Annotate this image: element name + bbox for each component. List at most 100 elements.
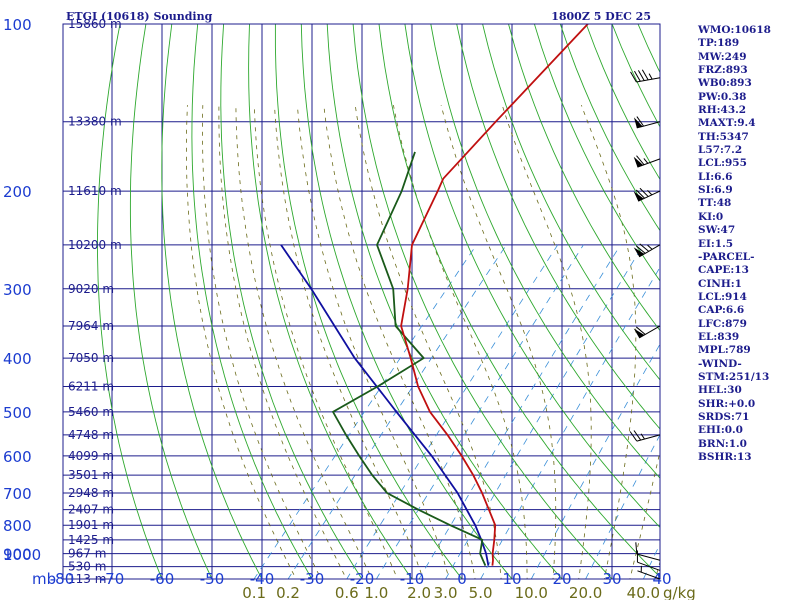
mixing-ratio-tick-label: 0.6 [335, 584, 359, 600]
dry-adiabat-line [248, 24, 413, 579]
dry-adiabat-line [533, 24, 660, 282]
wind-barb-half [648, 73, 653, 80]
wind-barb-half [643, 158, 649, 164]
stability-index-item: RH:43.2 [698, 104, 747, 117]
height-label: 2948 m [68, 486, 114, 500]
wind-barb-pennant [633, 328, 645, 338]
stability-index-item: TP:189 [698, 37, 740, 50]
mixing-ratio-line [480, 266, 660, 579]
sounding-datetime: 1800Z 5 DEC 25 [551, 10, 651, 23]
wind-barb-full [639, 243, 650, 252]
pressure-tick-label: 800 [3, 517, 32, 535]
stability-index-item: SRDS:71 [698, 410, 750, 423]
temperature-tick-label: -20 [350, 570, 375, 588]
temperature-tick-label: -10 [400, 570, 425, 588]
pressure-tick-label: 1000 [3, 546, 41, 564]
height-label: 4748 m [68, 428, 114, 442]
dry-adiabats [97, 24, 660, 579]
stability-index-item: LI:6.6 [698, 170, 733, 183]
wind-barb [636, 550, 661, 571]
mixing-ratio-tick-label: 10.0 [515, 584, 548, 600]
stability-index-item: BRN:1.0 [698, 437, 747, 450]
stability-index-item: BSHR:13 [698, 451, 752, 463]
wind-barb-staff [637, 561, 661, 571]
mixing-ratio-line [530, 343, 660, 579]
height-label: 13380 m [68, 115, 122, 129]
dewpoint-profile-line [331, 151, 487, 566]
height-label: 7050 m [68, 351, 114, 365]
temperature-tick-label: -80 [50, 570, 75, 588]
temperature-profile-line [400, 24, 589, 566]
dry-adiabat-line [129, 24, 213, 579]
wind-barb-pennant [633, 156, 644, 168]
wind-barb-staff [638, 190, 661, 202]
stability-index-item: KI:0 [698, 210, 724, 223]
stability-index-item: TT:48 [698, 197, 732, 210]
height-label: 530 m [68, 560, 106, 574]
height-label: 6211 m [68, 380, 114, 394]
dry-adiabat-line [191, 24, 313, 579]
wind-barb-half [647, 189, 653, 196]
pressure-tick-label: 600 [3, 448, 32, 466]
height-label: 967 m [68, 547, 106, 561]
stability-index-item: MAXT:9.4 [698, 117, 756, 130]
stability-index-panel: WMO:10618 TP:189 MW:249 FRZ:893 WB0:893 PW:0.… [698, 24, 798, 464]
stability-index-item: EI:1.5 [698, 237, 734, 250]
dry-adiabat-line [508, 24, 660, 332]
stability-index-item: HEL:30 [698, 384, 742, 397]
mixing-ratio-tick-label: 20.0 [569, 584, 602, 600]
moist-adiabat-line [393, 105, 528, 579]
moist-adiabat-line [354, 105, 502, 579]
stability-index-item: CAPE:13 [698, 264, 749, 277]
stability-index-item: EL:839 [698, 330, 740, 343]
stability-index-item: EHI:0.0 [698, 424, 743, 437]
temperature-tick-label: 0 [457, 570, 467, 588]
isobar-gridlines [63, 121, 660, 568]
height-label: 5460 m [68, 405, 114, 419]
wind-barb-full [637, 70, 645, 81]
stability-index-item: LCL:955 [698, 157, 747, 170]
height-label: 10200 m [68, 238, 122, 252]
pressure-units-label: mb [32, 570, 56, 588]
moist-adiabat-line [296, 105, 450, 579]
moist-adiabat-line [581, 104, 637, 579]
wind-barb [630, 69, 661, 83]
wind-barb [633, 325, 661, 339]
dry-adiabat-line [274, 24, 463, 579]
mixing-ratio-line [375, 244, 584, 579]
wind-barb-full [630, 71, 637, 83]
wind-barb-half [640, 433, 645, 440]
wind-barb [633, 116, 661, 129]
stability-index-item: SW:47 [698, 224, 736, 237]
temperature-tick-label: 40 [652, 570, 671, 588]
parcel-trace-line [280, 244, 490, 566]
stability-index-item: MPL:789 [698, 344, 751, 357]
mixing-ratio-tick-label: 0.2 [276, 584, 300, 600]
sounding-title: ETGI (10618) Sounding [66, 10, 213, 23]
dry-adiabat-line [300, 24, 513, 579]
wind-barb-staff [637, 158, 661, 168]
temperature-tick-label: 30 [602, 570, 621, 588]
wind-barb-full [634, 70, 641, 82]
height-label: 3501 m [68, 468, 114, 482]
moist-adiabat-line [323, 105, 476, 579]
height-labels: 15860 m 13380 m 11610 m 10200 m 9020 m 7964 m… [68, 17, 122, 586]
dry-adiabat-line [352, 24, 613, 579]
dry-adiabat-line [220, 24, 363, 579]
wind-barb-staff [636, 121, 661, 129]
wind-barb-pennant [633, 117, 643, 128]
temperature-tick-label: -40 [250, 570, 275, 588]
stability-index-item: LFC:879 [698, 317, 747, 330]
wind-barb [637, 565, 661, 580]
pressure-tick-label: 700 [3, 485, 32, 503]
stability-index-item: -PARCEL- [698, 250, 755, 263]
mixing-ratio-line [346, 244, 559, 579]
wind-barb [635, 542, 661, 561]
height-label: 9020 m [68, 282, 114, 296]
temperature-tick-label: -60 [150, 570, 175, 588]
stability-index-item: SHR:+0.0 [698, 397, 756, 410]
wind-barb-full [633, 430, 642, 441]
wind-barb-full [639, 187, 649, 197]
